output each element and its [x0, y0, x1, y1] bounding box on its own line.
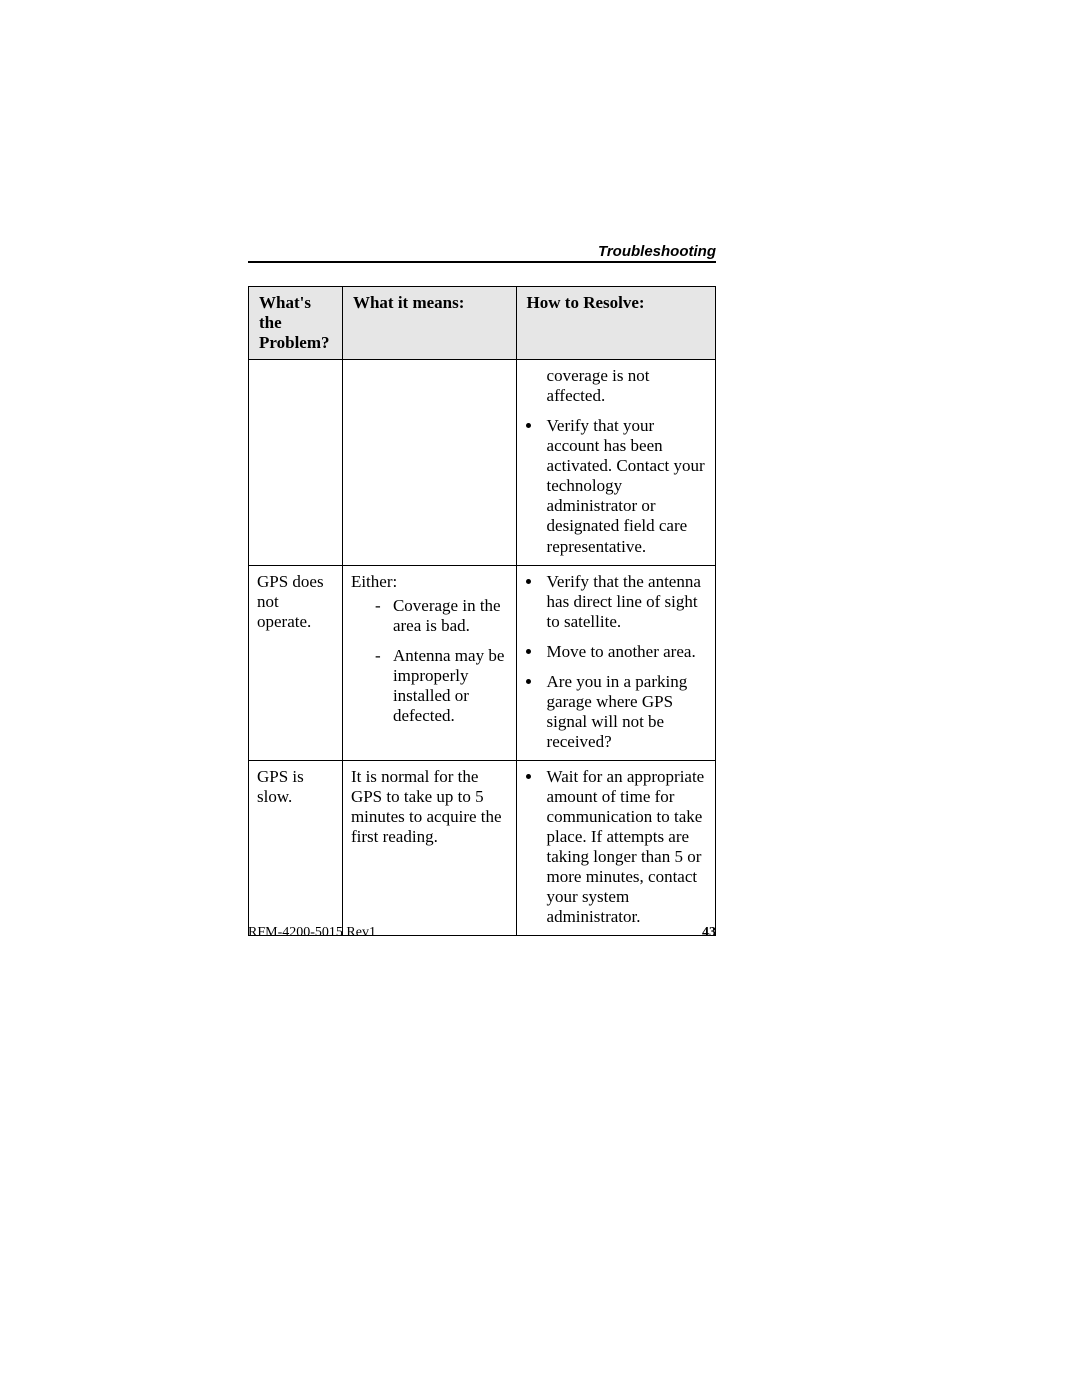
resolve-list: Wait for an appropriate amount of time f… — [525, 767, 709, 927]
cell-resolve: coverage is not affected. Verify that yo… — [516, 360, 715, 565]
cell-means: Either: Coverage in the area is bad. Ant… — [342, 565, 516, 760]
table-row: GPS is slow. It is normal for the GPS to… — [249, 760, 716, 935]
cell-means — [342, 360, 516, 565]
list-item: Wait for an appropriate amount of time f… — [543, 767, 707, 927]
cell-problem — [249, 360, 343, 565]
list-item: Verify that the antenna has direct line … — [543, 572, 707, 632]
header-rule — [248, 261, 716, 263]
means-sublist: Coverage in the area is bad. Antenna may… — [351, 596, 510, 726]
cell-problem: GPS does not operate. — [249, 565, 343, 760]
cell-problem: GPS is slow. — [249, 760, 343, 935]
doc-id: RFM-4200-5015 Rev1 — [248, 925, 376, 941]
list-item: Are you in a parking garage where GPS si… — [543, 672, 707, 752]
page-number: 43 — [702, 925, 716, 941]
list-item: Coverage in the area is bad. — [375, 596, 510, 636]
page-footer: RFM-4200-5015 Rev1 43 — [248, 925, 716, 941]
table-header-row: What's the Problem? What it means: How t… — [249, 287, 716, 360]
col-header-resolve: How to Resolve: — [516, 287, 715, 360]
means-text: It is normal for the GPS to take up to 5… — [351, 767, 510, 847]
means-text: Either: — [351, 572, 510, 592]
resolve-leading-text: coverage is not affected. — [525, 366, 709, 406]
list-item: Antenna may be improperly installed or d… — [375, 646, 510, 726]
col-header-problem: What's the Problem? — [249, 287, 343, 360]
cell-resolve: Wait for an appropriate amount of time f… — [516, 760, 715, 935]
cell-means: It is normal for the GPS to take up to 5… — [342, 760, 516, 935]
cell-resolve: Verify that the antenna has direct line … — [516, 565, 715, 760]
resolve-list: Verify that your account has been activa… — [525, 416, 709, 556]
list-item: Move to another area. — [543, 642, 707, 662]
document-page: Troubleshooting What's the Problem? What… — [0, 0, 1080, 1397]
table-row: coverage is not affected. Verify that yo… — [249, 360, 716, 565]
col-header-means: What it means: — [342, 287, 516, 360]
table-row: GPS does not operate. Either: Coverage i… — [249, 565, 716, 760]
troubleshooting-table: What's the Problem? What it means: How t… — [248, 286, 716, 936]
resolve-list: Verify that the antenna has direct line … — [525, 572, 709, 752]
section-title: Troubleshooting — [598, 243, 716, 260]
list-item: Verify that your account has been activa… — [543, 416, 707, 556]
